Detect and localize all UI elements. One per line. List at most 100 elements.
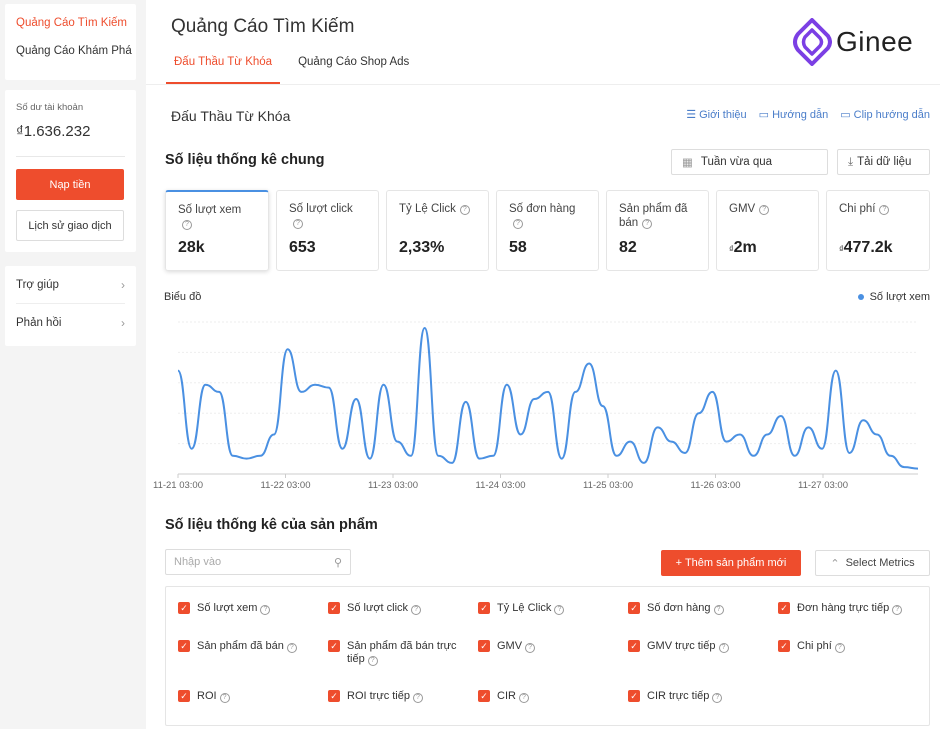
tab-bar: Đấu Thầu Từ Khóa Quảng Cáo Shop Ads xyxy=(166,50,427,84)
select-metrics-button[interactable]: ⌃ Select Metrics xyxy=(815,550,930,576)
metric-value: 653 xyxy=(289,239,316,256)
balance-value: ₫1.636.232 xyxy=(16,123,91,140)
metric-card-orders[interactable]: Số đơn hàng? 58 xyxy=(496,190,599,271)
product-search-input[interactable]: Nhập vào ⚲ xyxy=(165,549,351,575)
video-guide-link[interactable]: ▭ Clip hướng dẫn xyxy=(840,108,930,122)
balance-label: Số dư tài khoản xyxy=(16,102,84,113)
metric-value: 2,33% xyxy=(399,239,445,256)
metric-checkbox[interactable]: ✓ GMV? xyxy=(478,640,536,653)
section-title: Đấu Thầu Từ Khóa xyxy=(171,108,291,124)
checkbox-checked-icon: ✓ xyxy=(478,690,490,702)
checkbox-label: Số lượt click xyxy=(347,602,409,614)
help-icon: ? xyxy=(892,605,903,615)
metric-card-views[interactable]: Số lượt xem? 28k xyxy=(165,190,269,271)
help-icon: ? xyxy=(513,219,523,229)
line-chart: 11-21 03:00 11-22 03:00 11-23 03:00 11-24 0… xyxy=(153,321,919,491)
add-product-button[interactable]: + Thêm sản phẩm mới xyxy=(661,550,801,576)
x-tick-label: 11-21 03:00 xyxy=(153,480,203,491)
metric-checkbox[interactable]: ✓ Số lượt xem? xyxy=(178,602,271,615)
metric-checkbox[interactable]: ✓ CIR? xyxy=(478,690,529,703)
help-icon: ? xyxy=(182,220,192,230)
help-label: Trợ giúp xyxy=(16,278,59,291)
help-icon: ? xyxy=(712,693,723,703)
calendar-icon: ▦ xyxy=(682,157,693,169)
checkbox-checked-icon: ✓ xyxy=(478,640,490,652)
metric-value: ₫2m xyxy=(729,239,757,256)
divider xyxy=(16,156,125,157)
period-selector[interactable]: ▦ Tuần vừa qua xyxy=(671,149,828,175)
legend-label: Số lượt xem xyxy=(869,291,930,303)
transaction-history-button[interactable]: Lịch sử giao dịch xyxy=(16,210,124,241)
metric-checkbox[interactable]: ✓ Số lượt click? xyxy=(328,602,422,615)
checkbox-checked-icon: ✓ xyxy=(628,640,640,652)
x-tick-label: 11-24 03:00 xyxy=(475,480,525,491)
metric-checkbox[interactable]: ✓ CIR trực tiếp? xyxy=(628,690,723,703)
metric-value: 28k xyxy=(178,239,205,256)
tab-keyword-bidding[interactable]: Đấu Thầu Từ Khóa xyxy=(166,50,281,84)
help-icon: ? xyxy=(411,605,422,615)
checkbox-label: Chi phí xyxy=(797,640,832,652)
checkbox-checked-icon: ✓ xyxy=(628,690,640,702)
intro-link[interactable]: ☰ Giới thiệu xyxy=(686,108,747,122)
metric-checkbox[interactable]: ✓ ROI? xyxy=(178,690,230,703)
metric-checkbox[interactable]: ✓ Tỷ Lệ Click? xyxy=(478,602,565,615)
nav-search-ads[interactable]: Quảng Cáo Tìm Kiếm xyxy=(16,17,128,29)
checkbox-checked-icon: ✓ xyxy=(178,602,190,614)
list-icon: ☰ xyxy=(686,109,697,121)
checkbox-checked-icon: ✓ xyxy=(778,602,790,614)
x-tick-label: 11-22 03:00 xyxy=(260,480,310,491)
checkbox-label: Số lượt xem xyxy=(197,602,258,614)
metric-checkbox[interactable]: ✓ Sản phẩm đã bán trực tiếp? xyxy=(328,640,467,666)
metric-card-clicks[interactable]: Số lượt click? 653 xyxy=(276,190,379,271)
metric-value: ₫477.2k xyxy=(839,239,893,256)
help-icon: ? xyxy=(518,693,529,703)
help-links: ☰ Giới thiệu ▭ Hướng dẫn ▭ Clip hướng dẫn xyxy=(686,108,930,122)
help-icon: ? xyxy=(879,205,890,215)
checkbox-label: Sản phẩm đã bán xyxy=(197,640,284,652)
metric-checkbox[interactable]: ✓ ROI trực tiếp? xyxy=(328,690,423,703)
metric-checkbox[interactable]: ✓ Chi phí? xyxy=(778,640,845,653)
guide-link[interactable]: ▭ Hướng dẫn xyxy=(758,108,829,122)
checkbox-checked-icon: ✓ xyxy=(778,640,790,652)
metric-card-items-sold[interactable]: Sản phẩm đã bán? 82 xyxy=(606,190,709,271)
help-icon: ? xyxy=(367,656,378,666)
checkbox-checked-icon: ✓ xyxy=(178,690,190,702)
tab-divider xyxy=(146,84,940,85)
checkbox-label: CIR trực tiếp xyxy=(647,690,710,702)
metric-value: 82 xyxy=(619,239,637,256)
metric-card-cost[interactable]: Chi phí? ₫477.2k xyxy=(826,190,930,271)
metric-checkbox-panel: ✓ Số lượt xem? ✓ Số lượt click? ✓ Tỷ Lệ Click… xyxy=(165,586,930,726)
balance-card: Số dư tài khoản ₫1.636.232 Nạp tiền Lịch… xyxy=(5,90,136,252)
ginee-logo: Ginee xyxy=(792,18,913,66)
help-item[interactable]: Trợ giúp › xyxy=(16,266,125,304)
chevron-right-icon: › xyxy=(121,277,125,292)
help-icon: ? xyxy=(525,643,536,653)
series-line xyxy=(177,326,919,470)
x-tick-label: 11-27 03:00 xyxy=(798,480,848,491)
help-icon: ? xyxy=(260,605,271,615)
feedback-label: Phản hồi xyxy=(16,317,62,329)
feedback-item[interactable]: Phản hồi › xyxy=(16,304,125,342)
chart-title: Biểu đồ xyxy=(164,291,202,303)
help-icon: ? xyxy=(834,643,845,653)
metric-card-gmv[interactable]: GMV? ₫2m xyxy=(716,190,819,271)
topup-button[interactable]: Nạp tiền xyxy=(16,169,124,200)
download-button[interactable]: ⤓ Tải dữ liệu xyxy=(837,149,930,175)
help-icon: ? xyxy=(718,643,729,653)
legend-dot xyxy=(857,294,864,300)
sidebar: Quảng Cáo Tìm Kiếm Quảng Cáo Khám Phá Số… xyxy=(0,0,140,729)
checkbox-checked-icon: ✓ xyxy=(628,602,640,614)
metric-card-ctr[interactable]: Tỷ Lệ Click? 2,33% xyxy=(386,190,489,271)
chart-legend[interactable]: Số lượt xem xyxy=(857,291,930,303)
tab-shop-ads[interactable]: Quảng Cáo Shop Ads xyxy=(298,56,410,68)
x-tick-label: 11-25 03:00 xyxy=(583,480,633,491)
metric-checkbox[interactable]: ✓ GMV trực tiếp? xyxy=(628,640,729,653)
help-icon: ? xyxy=(413,693,423,703)
help-icon: ? xyxy=(713,605,724,615)
main-panel: Quảng Cáo Tìm Kiếm Đấu Thầu Từ Khóa Quản… xyxy=(146,0,940,729)
metric-checkbox[interactable]: ✓ Đơn hàng trực tiếp? xyxy=(778,602,903,615)
metric-checkbox[interactable]: ✓ Số đơn hàng? xyxy=(628,602,724,615)
metric-checkbox[interactable]: ✓ Sản phẩm đã bán? xyxy=(178,640,297,653)
checkbox-label: Số đơn hàng xyxy=(647,602,711,614)
nav-discovery-ads[interactable]: Quảng Cáo Khám Phá xyxy=(16,45,132,57)
